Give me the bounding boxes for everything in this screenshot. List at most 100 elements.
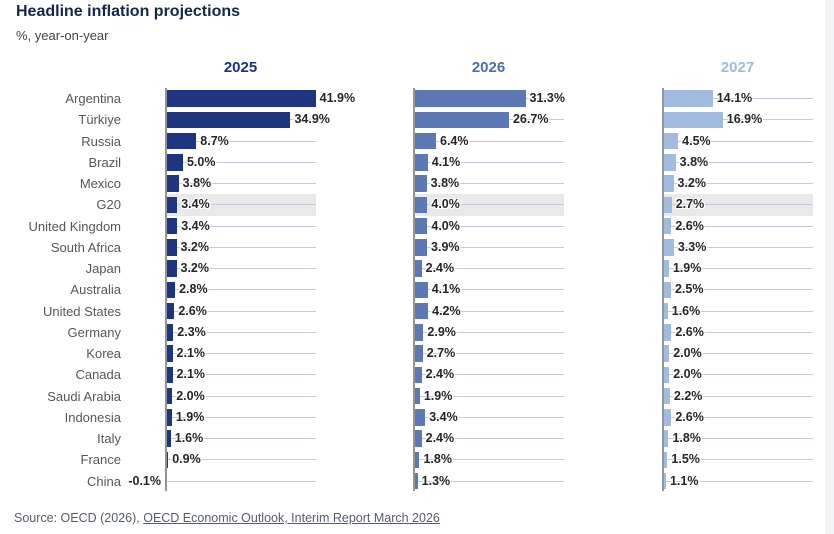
value-label-2026: 4.1%: [431, 282, 461, 297]
country-label: Argentina: [65, 91, 121, 106]
country-label: South Africa: [50, 239, 121, 255]
value-label-2027: 1.9%: [672, 261, 702, 275]
leader-line: [413, 246, 564, 248]
bar-2026: [413, 111, 509, 129]
bar-2027: [662, 345, 670, 362]
leader-line: [165, 183, 316, 184]
bar-2027: [662, 451, 668, 469]
leader-line: [662, 331, 813, 333]
chart-row: South Africa 3.2% 3.9% 3.3%: [0, 237, 834, 258]
value-label-2025: 0.9%: [172, 452, 201, 467]
bar-2025: [165, 90, 316, 107]
value-label-2025: 5.0%: [186, 154, 216, 169]
leader-line: [165, 480, 316, 482]
leader-line: [413, 480, 564, 482]
country-label: Russia: [81, 133, 121, 149]
value-label-2026: 2.9%: [427, 324, 456, 339]
bar-2027: [662, 175, 674, 192]
leader-line: [413, 161, 564, 163]
value-label-2027: 3.3%: [677, 239, 707, 254]
value-label-2025: 1.9%: [175, 409, 205, 424]
axis-line-2026: [413, 88, 415, 491]
source-link[interactable]: OECD Economic Outlook, Interim Report Ma…: [143, 511, 440, 525]
value-label-2025: 3.8%: [182, 176, 212, 190]
value-label-2027: 2.6%: [675, 218, 704, 233]
value-label-2027: 1.8%: [672, 431, 701, 445]
bar-2026: [413, 451, 420, 469]
bar-2027: [662, 409, 672, 426]
chart-row: Korea 2.1% 2.7% 2.0%: [0, 343, 834, 364]
chart-row: United States 2.6% 4.2% 1.6%: [0, 301, 834, 322]
bar-2026: [413, 260, 422, 277]
bar-2025: [165, 132, 197, 150]
bar-chart: Argentina 41.9% 31.3% 14.1% Türkiye 34.9% 26.7…: [0, 88, 834, 492]
leader-line: [662, 140, 813, 142]
bar-2026: [413, 302, 429, 320]
column-header-2026: 2026: [471, 59, 506, 76]
bar-2025: [165, 111, 291, 129]
value-label-2026: 2.4%: [425, 261, 455, 275]
country-label: United States: [42, 303, 121, 319]
leader-line: [662, 438, 813, 439]
bar-2025: [165, 451, 169, 469]
leader-line: [413, 416, 564, 418]
value-label-2027: 14.1%: [716, 91, 753, 105]
bar-2025: [165, 324, 174, 341]
bar-2026: [413, 430, 422, 447]
bar-2027: [662, 302, 668, 320]
bar-2026: [413, 196, 428, 214]
value-label-2025: 2.0%: [176, 388, 205, 403]
leader-line: [165, 268, 316, 269]
bar-2025: [165, 154, 183, 171]
leader-line: [165, 395, 316, 397]
value-label-2026: 4.1%: [431, 154, 461, 169]
value-label-2025: 2.3%: [177, 324, 206, 339]
value-label-2027: 2.0%: [673, 367, 702, 382]
chart-row: Brazil 5.0% 4.1% 3.8%: [0, 152, 834, 173]
country-label: G20: [96, 197, 121, 213]
axis-line-2027: [662, 88, 664, 491]
value-label-2025: 2.6%: [178, 303, 207, 318]
value-label-2027: 2.5%: [674, 282, 704, 297]
bar-2025: [165, 196, 178, 214]
country-label: Korea: [86, 346, 121, 361]
bar-2026: [413, 345, 423, 362]
leader-line: [413, 310, 564, 312]
chart-row: Canada 2.1% 2.4% 2.0%: [0, 364, 834, 385]
column-header-2027: 2027: [720, 59, 755, 76]
value-label-2026: 1.3%: [421, 473, 451, 488]
bar-2027: [662, 239, 674, 256]
value-label-2026: 3.9%: [431, 239, 460, 254]
chart-row: Russia 8.7% 6.4% 4.5%: [0, 131, 834, 152]
country-label: Germany: [67, 324, 121, 340]
leader-line: [662, 459, 813, 461]
leader-line: [413, 183, 564, 184]
bar-2026: [413, 217, 428, 235]
value-label-2027: 2.0%: [673, 346, 702, 360]
country-label: China: [87, 473, 121, 489]
leader-line: [165, 204, 316, 206]
chart-row: France 0.9% 1.8% 1.5%: [0, 449, 834, 470]
leader-line: [413, 331, 564, 333]
bar-2025: [165, 366, 173, 384]
bar-2027: [662, 260, 669, 277]
bar-2027: [662, 196, 672, 214]
value-label-2026: 2.4%: [425, 367, 455, 382]
value-label-2027: 3.8%: [679, 154, 709, 169]
leader-line: [165, 289, 316, 291]
source-prefix: Source: OECD (2026),: [14, 511, 144, 525]
value-label-2025: -0.1%: [128, 473, 161, 488]
bar-2027: [662, 281, 671, 299]
value-label-2026: 1.8%: [423, 452, 452, 467]
chart-row: Indonesia 1.9% 3.4% 2.6%: [0, 407, 834, 428]
country-label: Mexico: [79, 176, 121, 191]
bar-2026: [413, 409, 426, 426]
bar-2025: [165, 281, 176, 299]
value-label-2026: 2.7%: [426, 346, 456, 360]
value-label-2026: 3.8%: [430, 176, 460, 190]
bar-2025: [165, 239, 177, 256]
leader-line: [413, 289, 564, 291]
chart-row: Australia 2.8% 4.1% 2.5%: [0, 279, 834, 300]
bar-2027: [662, 366, 670, 384]
